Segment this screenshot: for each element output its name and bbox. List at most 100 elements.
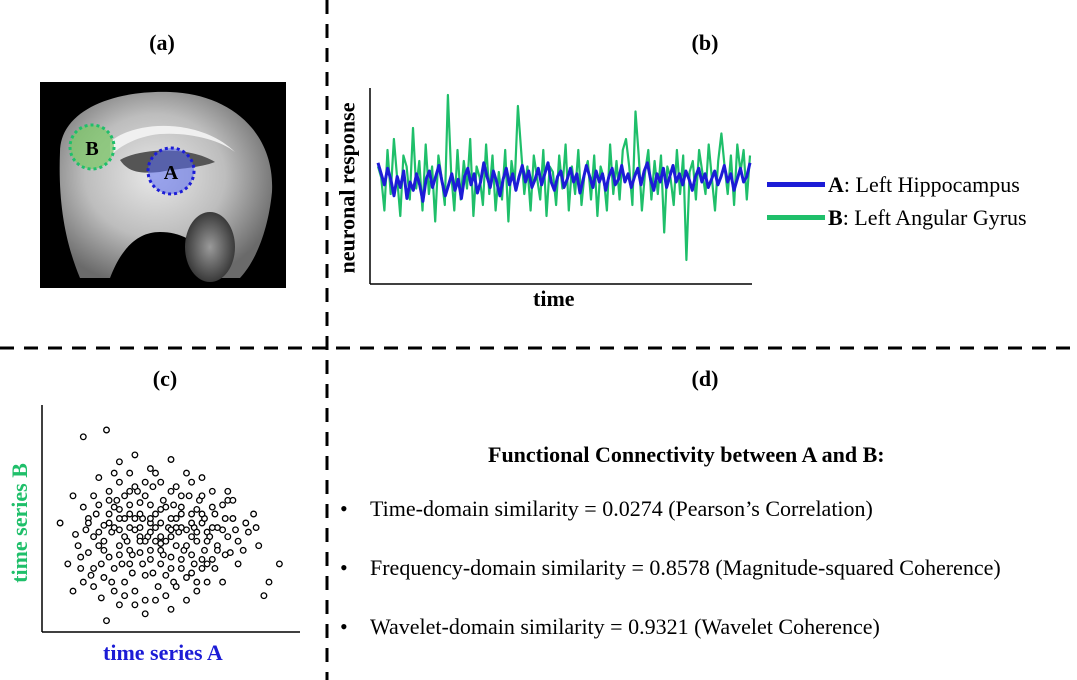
- scatter-point: [201, 546, 208, 554]
- scatter-point: [90, 533, 98, 541]
- scatter-point: [157, 546, 165, 554]
- scatter-point: [198, 474, 206, 482]
- scatter-point: [126, 546, 134, 554]
- scatter-point: [84, 519, 92, 527]
- scatter-point: [121, 592, 129, 600]
- legend-swatch-a: [767, 182, 825, 187]
- region-a-marker: [146, 146, 196, 196]
- scatter-point: [255, 542, 263, 550]
- legend-item-a: A: Left Hippocampus: [828, 172, 1020, 198]
- scatter-point: [97, 560, 105, 568]
- panel-label-b: (b): [691, 30, 719, 55]
- scatter-point: [95, 501, 103, 509]
- scatter-point: [177, 492, 185, 500]
- scatter-point: [203, 578, 211, 586]
- scatter-point: [193, 578, 201, 586]
- scatter-point: [239, 546, 247, 554]
- scatter-point: [193, 528, 201, 536]
- scatter-point: [177, 564, 185, 572]
- scatter-point: [172, 542, 180, 550]
- scatter-point: [115, 601, 123, 609]
- scatter-point: [115, 515, 123, 522]
- scatter-point: [208, 524, 216, 532]
- scatter-point: [188, 551, 196, 559]
- series-line-a: [376, 161, 752, 203]
- scatter-point: [131, 601, 139, 609]
- scatter-point: [126, 560, 134, 568]
- legend-swatch-b: [767, 215, 825, 220]
- scatter-point: [84, 549, 92, 557]
- scatter-point: [213, 546, 221, 554]
- scatter-y-label: time series B: [6, 463, 32, 583]
- scatter-point: [193, 587, 201, 595]
- scatter-point: [188, 569, 196, 577]
- scatter-point: [121, 578, 129, 586]
- scatter-point: [131, 451, 139, 459]
- scatter-point: [113, 496, 121, 504]
- scatter-point: [260, 592, 268, 600]
- line-chart-y-label: neuronal response: [334, 102, 360, 274]
- scatter-point: [167, 456, 175, 463]
- scatter-point: [146, 465, 154, 473]
- scatter-point: [90, 564, 98, 572]
- scatter-point: [128, 569, 136, 577]
- similarity-item-frequency: • Frequency-domain similarity = 0.8578 (M…: [340, 555, 1001, 581]
- scatter-point: [115, 542, 123, 550]
- scatter-point: [167, 526, 175, 534]
- scatter-point: [64, 560, 72, 568]
- brainstem: [185, 212, 235, 282]
- scatter-point: [82, 526, 90, 534]
- scatter-point: [183, 542, 190, 550]
- scatter-point: [152, 524, 159, 532]
- time-series-chart: [369, 88, 752, 285]
- legend-text-a: : Left Hippocampus: [843, 172, 1020, 197]
- panel-label-d: (d): [691, 366, 719, 391]
- scatter-point: [157, 519, 165, 527]
- bullet-time: •: [340, 496, 348, 521]
- scatter-point: [224, 487, 232, 495]
- scatter-point: [110, 587, 118, 595]
- scatter-x-label: time series A: [103, 640, 223, 665]
- scatter-point: [126, 524, 134, 532]
- scatter-point: [242, 519, 250, 527]
- scatter-point: [136, 524, 144, 532]
- scatter-point: [167, 564, 175, 572]
- scatter-point: [131, 587, 139, 595]
- scatter-point: [149, 569, 157, 577]
- legend-key-b: B: [828, 205, 843, 230]
- scatter-point: [221, 515, 229, 522]
- scatter-point: [234, 560, 242, 568]
- scatter-point: [185, 492, 193, 500]
- scatter-point: [146, 555, 154, 563]
- scatter-point: [121, 492, 129, 500]
- scatter-point: [92, 510, 100, 518]
- scatter-point: [105, 553, 113, 561]
- line-chart-x-label: time: [533, 286, 575, 311]
- scatter-point: [211, 510, 219, 518]
- scatter-point: [110, 524, 118, 532]
- scatter-point: [221, 551, 229, 559]
- scatter-point: [157, 560, 165, 568]
- scatter-point: [162, 592, 170, 600]
- scatter-point: [121, 533, 129, 541]
- scatter-point: [193, 505, 201, 513]
- scatter-point: [183, 469, 190, 477]
- scatter-point: [188, 533, 196, 541]
- scatter-point: [90, 492, 98, 500]
- scatter-point: [188, 510, 196, 518]
- scatter-point: [167, 553, 175, 561]
- scatter-point: [105, 487, 113, 495]
- scatter-point: [208, 503, 216, 511]
- scatter-point: [56, 519, 64, 527]
- similarity-item-time: • Time-domain similarity = 0.0274 (Pearso…: [340, 496, 873, 522]
- scatter-point: [172, 583, 180, 591]
- scatter-point: [115, 458, 123, 466]
- scatter-point: [69, 492, 77, 500]
- scatter-point: [211, 564, 219, 572]
- scatter-point: [177, 503, 185, 511]
- scatter-point: [103, 617, 110, 625]
- scatter-point: [188, 478, 196, 486]
- scatter-point: [103, 426, 110, 434]
- brain-mri-image: B A: [40, 82, 286, 288]
